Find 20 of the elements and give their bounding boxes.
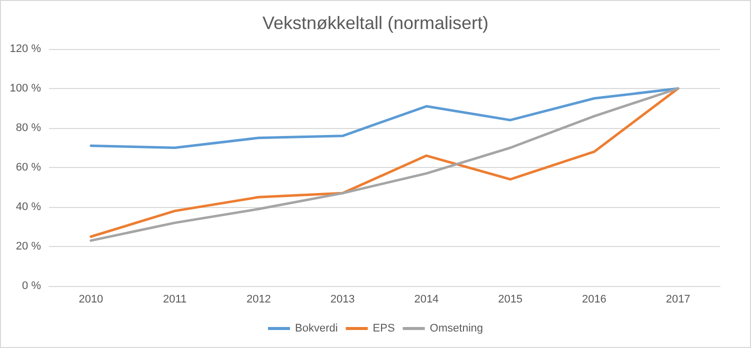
legend-label: EPS	[372, 322, 395, 334]
y-tick-label: 60 %	[16, 162, 42, 174]
y-tick-label: 120 %	[10, 43, 42, 55]
legend-label: Omsetning	[430, 322, 484, 334]
legend-label: Bokverdi	[295, 322, 338, 334]
x-tick-label: 2017	[666, 294, 690, 306]
chart-title: Vekstnøkkeltall (normalisert)	[262, 13, 489, 33]
line-series	[90, 87, 680, 149]
x-tick-label: 2014	[414, 294, 439, 306]
x-tick-label: 2016	[582, 294, 606, 306]
y-tick-label: 40 %	[16, 201, 42, 213]
y-tick-label: 20 %	[16, 240, 42, 252]
x-tick-label: 2010	[78, 294, 104, 306]
y-tick-label: 80 %	[16, 122, 42, 134]
x-tick-label: 2013	[330, 294, 355, 306]
x-tick-label: 2015	[498, 294, 523, 306]
y-tick-label: 100 %	[10, 82, 42, 94]
x-tick-label: 2011	[162, 294, 187, 306]
x-tick-label: 2012	[246, 294, 271, 306]
y-tick-label: 0 %	[22, 280, 42, 292]
